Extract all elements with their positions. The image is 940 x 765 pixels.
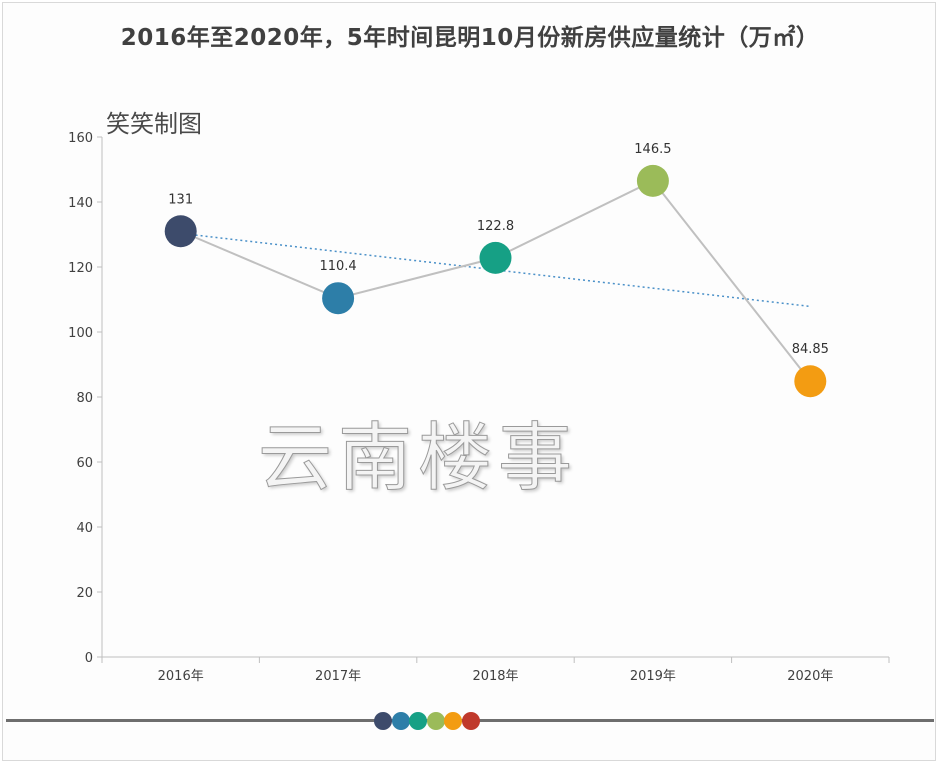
data-label: 110.4 bbox=[319, 259, 356, 274]
data-point bbox=[164, 215, 197, 248]
series-polyline bbox=[180, 179, 812, 382]
y-tick-label: 120 bbox=[68, 261, 93, 276]
data-labels: 131 110.4 122.8 146.5 84.85 bbox=[168, 142, 829, 357]
x-tick-label: 2020年 bbox=[787, 669, 833, 684]
data-label: 146.5 bbox=[634, 142, 671, 157]
x-tick-label: 2018年 bbox=[472, 669, 518, 684]
y-tick-label: 160 bbox=[68, 131, 93, 146]
data-label: 122.8 bbox=[477, 219, 514, 234]
footer-dot bbox=[461, 712, 480, 730]
data-label: 131 bbox=[168, 192, 193, 207]
x-tick-label: 2016年 bbox=[158, 669, 204, 684]
x-tick-label: 2017年 bbox=[315, 669, 361, 684]
series-line bbox=[180, 179, 812, 382]
y-tick-label: 60 bbox=[76, 456, 93, 471]
x-tick-label: 2019年 bbox=[630, 669, 676, 684]
footer-dot bbox=[374, 712, 392, 730]
y-tick-label: 100 bbox=[68, 326, 93, 341]
footer-dot bbox=[409, 712, 427, 730]
data-point bbox=[322, 282, 355, 315]
footer-dot bbox=[391, 712, 410, 730]
y-tick-label: 0 bbox=[85, 651, 93, 666]
data-point bbox=[479, 241, 512, 274]
data-points bbox=[164, 164, 827, 398]
footer-dot bbox=[444, 712, 462, 730]
y-tick-label: 80 bbox=[76, 391, 93, 406]
chart-axes: 0 20 40 60 80 100 120 140 160 2016年 2017年 2018年 2019… bbox=[68, 131, 890, 684]
credit-watermark: 笑笑制图 bbox=[106, 110, 202, 138]
y-tick-label: 40 bbox=[76, 521, 93, 536]
data-label: 84.85 bbox=[792, 342, 829, 357]
data-point bbox=[636, 164, 669, 197]
y-tick-label: 20 bbox=[76, 586, 93, 601]
brand-watermark: 云南楼事 bbox=[258, 415, 578, 502]
chart-title: 2016年至2020年，5年时间昆明10月份新房供应量统计（万㎡） bbox=[120, 25, 820, 51]
footer-dot bbox=[426, 712, 445, 730]
data-point bbox=[794, 365, 827, 398]
y-tick-label: 140 bbox=[68, 196, 93, 211]
